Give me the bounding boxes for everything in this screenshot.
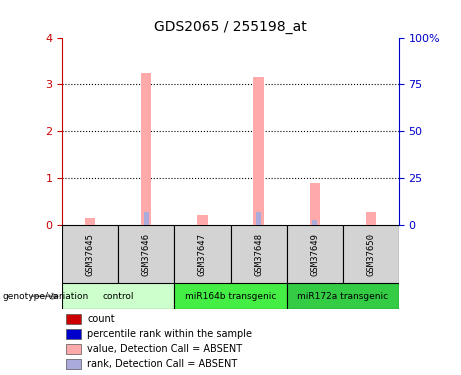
Bar [343,225,399,283]
Bar [62,283,174,309]
Bar [62,225,118,283]
Bar [85,218,95,225]
Bar [65,359,81,369]
Bar [366,212,376,225]
Bar [174,225,230,283]
Bar [254,77,264,225]
Title: GDS2065 / 255198_at: GDS2065 / 255198_at [154,20,307,34]
Text: miR172a transgenic: miR172a transgenic [297,292,388,301]
Bar [197,214,207,225]
Bar [142,73,151,225]
Text: value, Detection Call = ABSENT: value, Detection Call = ABSENT [88,344,242,354]
Text: percentile rank within the sample: percentile rank within the sample [88,329,253,339]
Text: rank, Detection Call = ABSENT: rank, Detection Call = ABSENT [88,359,238,369]
Text: GSM37648: GSM37648 [254,232,263,276]
Bar [65,344,81,354]
Text: GSM37647: GSM37647 [198,232,207,276]
Bar [65,314,81,324]
Bar [144,212,148,225]
Bar [174,283,287,309]
Text: GSM37650: GSM37650 [366,232,375,276]
Text: genotype/variation: genotype/variation [2,292,89,301]
Text: count: count [88,314,115,324]
Bar [256,212,261,225]
Bar [310,183,319,225]
Text: control: control [103,292,134,301]
Bar [230,225,287,283]
Bar [287,225,343,283]
Bar [287,283,399,309]
Text: miR164b transgenic: miR164b transgenic [185,292,276,301]
Text: GSM37645: GSM37645 [86,232,95,276]
Text: GSM37646: GSM37646 [142,232,151,276]
Bar [313,220,317,225]
Text: GSM37649: GSM37649 [310,232,319,276]
Bar [65,329,81,339]
Bar [118,225,174,283]
